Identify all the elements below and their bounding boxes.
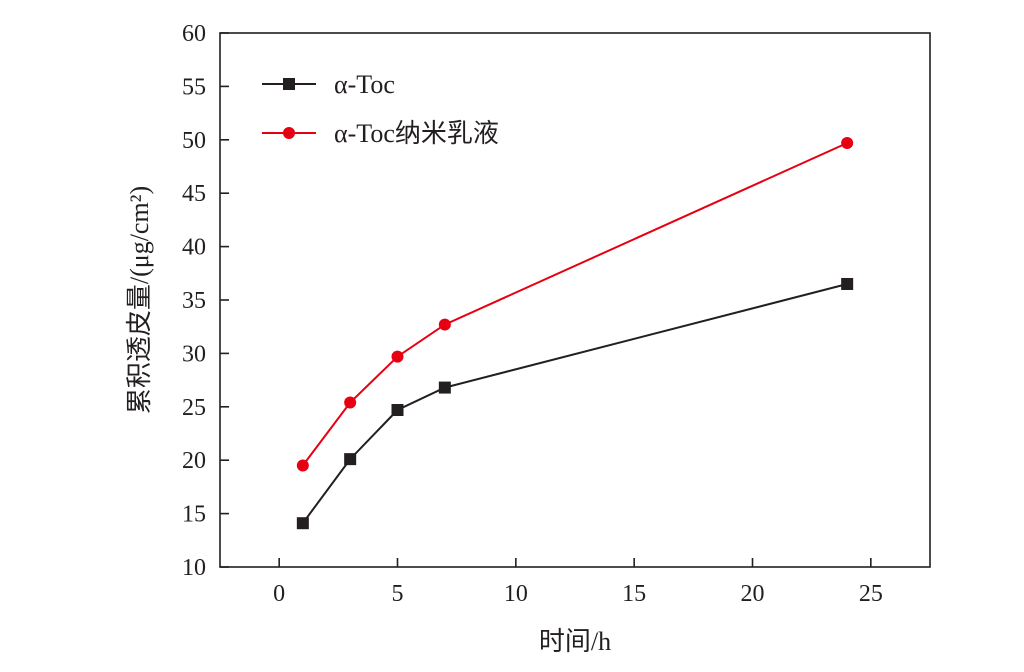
y-tick-label: 45 [182, 181, 206, 207]
data-point [841, 137, 854, 150]
legend-label-alpha-toc: α-Toc [334, 70, 395, 99]
data-point [344, 396, 357, 409]
y-tick-label: 20 [182, 448, 206, 474]
x-tick-label: 5 [392, 581, 404, 607]
x-tick-label: 10 [504, 581, 528, 607]
y-tick-label: 60 [182, 21, 206, 47]
legend-item-alpha-toc: α-Toc [262, 70, 395, 99]
y-tick-label: 10 [182, 555, 206, 581]
y-tick-label: 30 [182, 341, 206, 367]
series-1 [296, 137, 854, 472]
y-tick-label: 25 [182, 395, 206, 421]
data-point [438, 381, 451, 394]
legend-marker-square [283, 78, 295, 90]
y-tick-label: 35 [182, 288, 206, 314]
series-line [301, 283, 848, 524]
legend: α-Toc α-Toc纳米乳液 [262, 70, 499, 148]
x-axis: 0 5 10 15 20 25 [273, 558, 883, 607]
x-tick-label: 20 [741, 581, 765, 607]
y-tick-label: 40 [182, 235, 206, 261]
legend-item-alpha-toc-nanoemulsion: α-Toc纳米乳液 [262, 119, 499, 148]
x-tick-label: 15 [622, 581, 646, 607]
x-tick-label: 25 [859, 581, 883, 607]
y-axis: 10 15 20 25 30 35 40 45 50 55 60 [182, 21, 229, 581]
plot-frame [219, 32, 931, 568]
data-point [391, 350, 404, 363]
y-tick-label: 50 [182, 128, 206, 154]
data-point [296, 517, 309, 530]
legend-label-alpha-toc-nanoemulsion: α-Toc纳米乳液 [334, 119, 499, 148]
data-point [344, 453, 357, 466]
data-point [391, 404, 404, 417]
series-layer [296, 137, 854, 530]
legend-marker-circle [283, 127, 295, 139]
series-0 [296, 277, 854, 530]
y-tick-label: 15 [182, 502, 206, 528]
x-axis-title: 时间/h [539, 627, 611, 656]
x-tick-label: 0 [273, 581, 285, 607]
data-point [841, 277, 854, 290]
data-point [438, 318, 451, 331]
y-axis-title: 累积透皮量/(μg/cm²) [125, 186, 154, 414]
y-tick-label: 55 [182, 74, 206, 100]
data-point [296, 459, 309, 472]
